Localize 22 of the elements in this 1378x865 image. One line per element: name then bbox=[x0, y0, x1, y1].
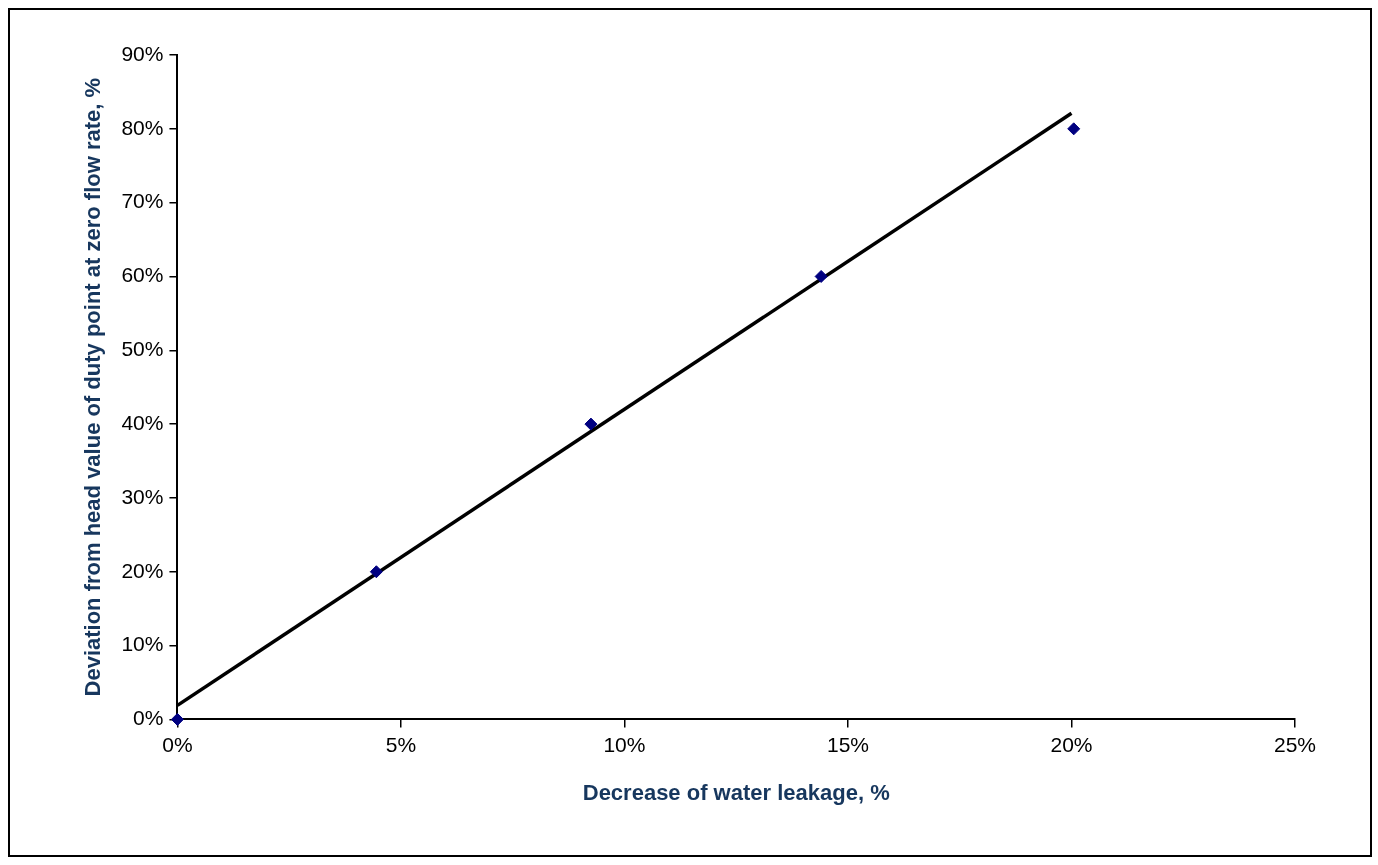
point bbox=[584, 417, 598, 431]
y-tick-label: 90% bbox=[121, 41, 164, 65]
y-tick-label: 80% bbox=[121, 115, 164, 139]
y-tick-label: 50% bbox=[121, 337, 164, 361]
x-tick-label: 20% bbox=[1050, 732, 1093, 756]
x-tick-label: 25% bbox=[1273, 732, 1317, 756]
y-tick-label: 10% bbox=[121, 632, 164, 656]
x-tick-label: 5% bbox=[385, 732, 417, 756]
x-tick-label: 0% bbox=[162, 732, 193, 756]
y-tick-label: 30% bbox=[121, 484, 164, 508]
point bbox=[1067, 122, 1081, 136]
y-tick-label: 60% bbox=[121, 263, 164, 287]
point bbox=[814, 269, 828, 283]
y-tick-label: 0% bbox=[133, 706, 164, 730]
y-tick-label: 20% bbox=[121, 558, 164, 582]
x-tick-label: 10% bbox=[603, 732, 646, 756]
y-axis-title: Deviation from head value of duty point at zero flow rate, % bbox=[80, 77, 106, 697]
y-tick-label: 70% bbox=[121, 189, 164, 213]
y-tick-label: 40% bbox=[121, 410, 164, 434]
point bbox=[369, 565, 383, 579]
x-tick-label: 15% bbox=[826, 732, 869, 756]
x-axis-title: Decrease of water leakage, % bbox=[582, 779, 890, 805]
